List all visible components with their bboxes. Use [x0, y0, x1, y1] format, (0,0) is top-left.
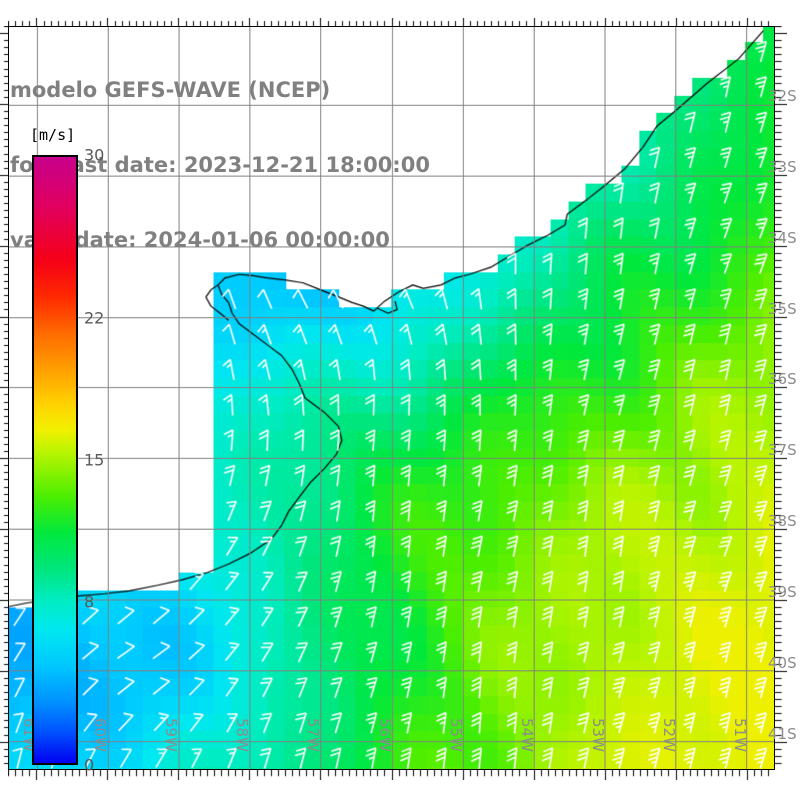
colorbar-tick-15: 15: [84, 450, 105, 470]
colorbar-tick-22: 22: [84, 308, 105, 328]
map-title-block: modelo GEFS-WAVE (NCEP) forecast date: 2…: [10, 28, 430, 303]
graticule-gridlines: [9, 27, 774, 769]
colorbar-tick-0: 0: [84, 755, 95, 775]
colorbar-gradient: [32, 155, 78, 765]
left-axis-ruler: [0, 26, 9, 770]
title-forecast-date-line: forecast date: 2023-12-21 18:00:00: [10, 153, 430, 177]
top-axis-ruler: [8, 18, 775, 26]
right-axis-ruler: [775, 26, 787, 770]
colorbar-units-label: [m/s]: [30, 126, 76, 144]
colorbar-tick-8: 8: [84, 592, 95, 612]
colorbar-legend: [m/s] 30 22 15 8 0: [30, 126, 104, 775]
title-model-line: modelo GEFS-WAVE (NCEP): [10, 78, 331, 102]
colorbar-tick-30: 30: [84, 145, 105, 165]
map-data-layer: [9, 27, 774, 769]
map-plot-area[interactable]: [8, 26, 775, 770]
bottom-axis-ruler: [8, 770, 775, 780]
